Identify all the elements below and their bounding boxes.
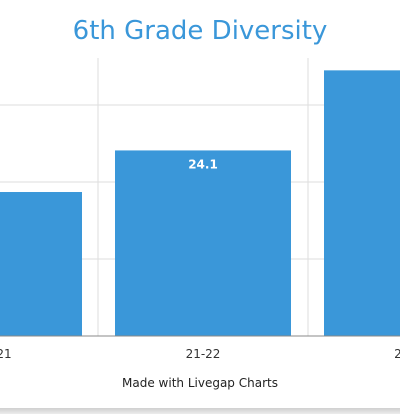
- frame-shadow: [0, 408, 400, 414]
- x-tick-label-21-22: 21-22: [186, 347, 221, 361]
- data-label-21-22: 24.1: [188, 157, 218, 171]
- x-tick-label-22-23: 2: [394, 347, 400, 361]
- x-tick-label-20-21: 21: [0, 347, 12, 361]
- chart-title: 6th Grade Diversity: [72, 16, 328, 46]
- watermark-text: Made with Livegap Charts: [122, 376, 278, 390]
- bar-22-23: [324, 70, 400, 336]
- bar-21-22: [115, 150, 291, 336]
- bar-20-21: [0, 192, 82, 336]
